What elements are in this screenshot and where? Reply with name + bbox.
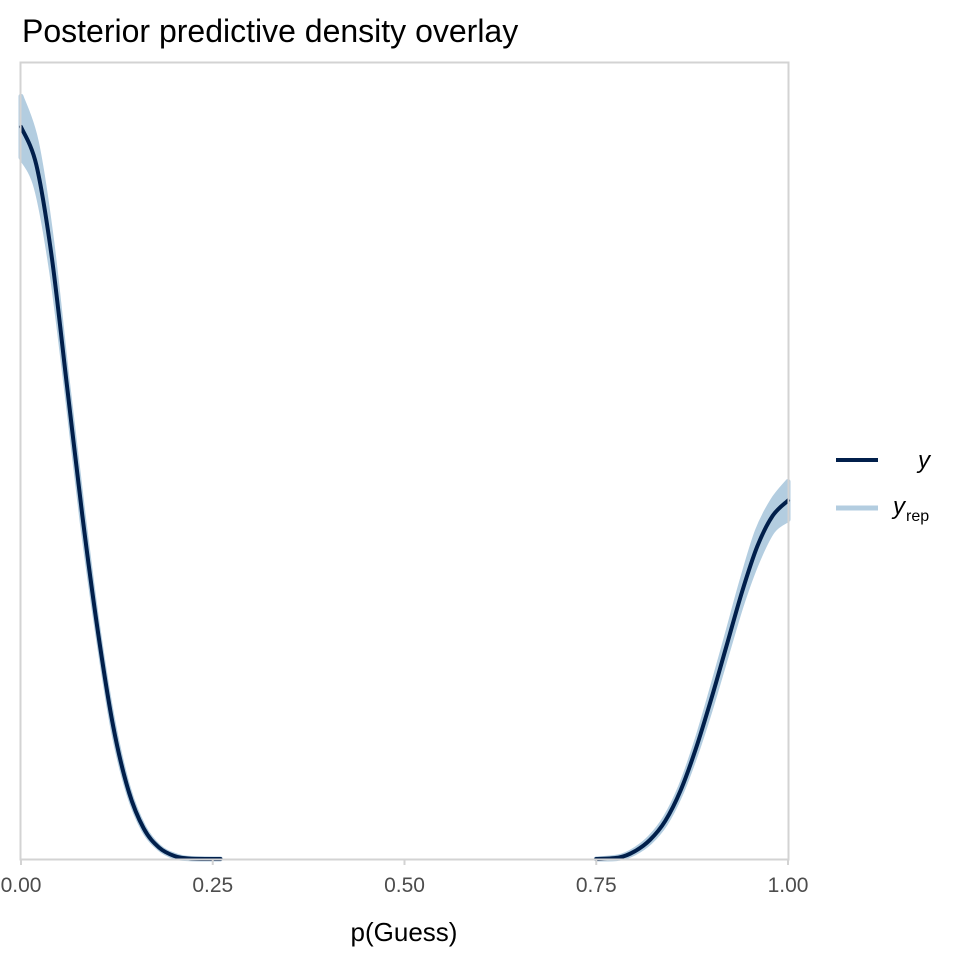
- panel-border: [19, 61, 790, 861]
- legend-yrep-label: yrep: [891, 493, 929, 525]
- legend: y yrep: [836, 447, 932, 525]
- legend-yrep-subscript: rep: [906, 508, 929, 525]
- y-line-right: [594, 498, 790, 861]
- yrep-band-left: [18, 93, 223, 862]
- x-tick-label: 0.25: [192, 874, 233, 897]
- yrep-band-layer: [18, 93, 791, 862]
- x-tick-label: 0.00: [1, 874, 42, 897]
- y-line-layer: [19, 124, 790, 861]
- x-tick-label: 1.00: [768, 874, 809, 897]
- y-line-left: [19, 124, 223, 861]
- x-tick-label: 0.50: [384, 874, 425, 897]
- legend-yrep-main: y: [891, 493, 907, 520]
- x-tick-label: 0.75: [576, 874, 617, 897]
- legend-y-label: y: [916, 447, 932, 474]
- chart-title: Posterior predictive density overlay: [22, 13, 518, 49]
- x-axis-label: p(Guess): [351, 917, 458, 947]
- x-axis-ticks: 0.00 0.25 0.50 0.75 1.00: [1, 860, 809, 897]
